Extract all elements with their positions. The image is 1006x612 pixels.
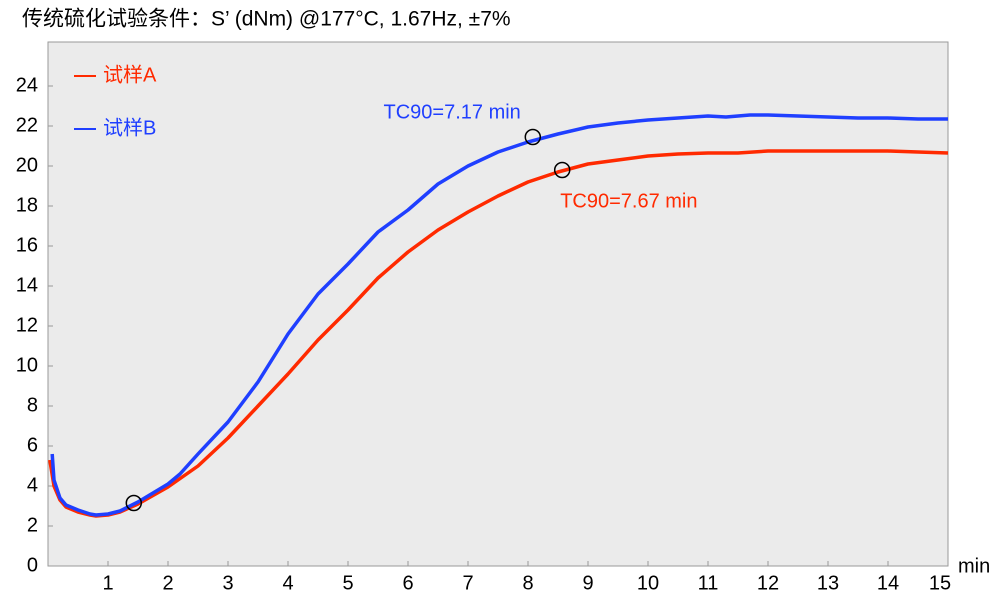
x-tick-label: 2 — [162, 572, 173, 594]
y-tick-label: 22 — [16, 114, 38, 136]
y-tick-label: 2 — [27, 514, 38, 536]
y-tick-label: 24 — [16, 74, 38, 96]
x-tick-label: 13 — [817, 572, 839, 594]
legend-label: 试样B — [103, 116, 156, 139]
y-tick-label: 8 — [27, 394, 38, 416]
x-tick-label: 4 — [282, 572, 293, 594]
tc-marker — [524, 128, 542, 146]
y-tick-label: 0 — [27, 554, 38, 576]
x-tick-label: 8 — [522, 572, 533, 594]
y-tick-label: 18 — [16, 194, 38, 216]
y-tick-label: 16 — [16, 234, 38, 256]
x-tick-label: 9 — [582, 572, 593, 594]
x-tick-label: 11 — [698, 572, 719, 594]
x-tick-label: 7 — [462, 572, 473, 594]
series-line — [50, 113, 948, 517]
x-tick-label: 12 — [757, 572, 779, 594]
plot-area — [47, 41, 949, 567]
x-tick-label: 3 — [222, 572, 233, 594]
annotation: TC90=7.17 min — [384, 101, 521, 123]
tc-marker — [553, 161, 571, 179]
y-tick-label: 12 — [16, 314, 38, 336]
y-tick-label: 14 — [16, 274, 38, 296]
x-tick-label: 6 — [402, 572, 413, 594]
y-tick-label: 4 — [27, 474, 38, 496]
chart-title: 传统硫化试验条件：S’ (dNm) @177°C, 1.67Hz, ±7% — [22, 8, 511, 31]
x-tick-label: 5 — [342, 572, 353, 594]
y-tick-label: 10 — [16, 354, 38, 376]
x-tick-label: 15 — [929, 572, 951, 594]
y-tick-label: 6 — [27, 434, 38, 456]
x-tick-label: 1 — [102, 572, 113, 594]
x-tick-label: 14 — [877, 572, 899, 594]
x-tick-label: 10 — [637, 572, 659, 594]
legend-label: 试样A — [103, 63, 157, 86]
tc-marker — [125, 494, 143, 512]
x-axis-label: min — [958, 555, 990, 577]
annotation: TC90=7.67 min — [560, 190, 697, 212]
y-tick-label: 20 — [16, 154, 38, 176]
